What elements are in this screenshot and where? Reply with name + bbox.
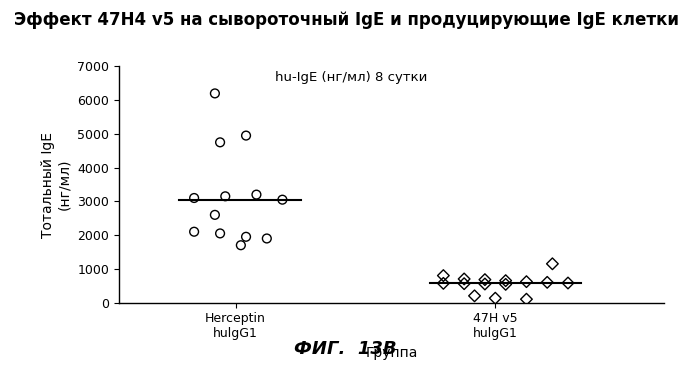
Point	[563, 280, 574, 286]
Text: Эффект 47H4 v5 на сывороточный IgE и продуцирующие IgE клетки: Эффект 47H4 v5 на сывороточный IgE и про…	[14, 11, 679, 29]
Point	[438, 280, 449, 286]
Point	[490, 295, 501, 301]
Point	[500, 278, 511, 284]
Point	[547, 261, 558, 267]
Point	[521, 279, 532, 284]
Point	[251, 192, 262, 197]
Point	[521, 296, 532, 302]
Point	[480, 277, 491, 283]
Point	[459, 281, 470, 287]
Point	[209, 90, 220, 96]
Point	[277, 197, 288, 203]
Point	[459, 276, 470, 282]
X-axis label: Группа: Группа	[366, 346, 417, 360]
Point	[189, 195, 200, 201]
Point	[438, 273, 449, 279]
Point	[219, 193, 231, 199]
Point	[480, 281, 491, 287]
Point	[240, 234, 252, 240]
Point	[500, 282, 511, 287]
Y-axis label: Тотальный IgE
(нг/мл): Тотальный IgE (нг/мл)	[41, 131, 71, 238]
Text: hu-IgE (нг/мл) 8 сутки: hu-IgE (нг/мл) 8 сутки	[275, 72, 427, 85]
Point	[215, 139, 226, 145]
Point	[189, 229, 200, 235]
Point	[240, 132, 252, 138]
Point	[236, 242, 247, 248]
Point	[209, 212, 220, 218]
Point	[261, 235, 273, 241]
Point	[469, 293, 480, 299]
Point	[542, 279, 553, 285]
Text: ФИГ.  13В: ФИГ. 13В	[294, 340, 396, 358]
Point	[215, 231, 226, 237]
